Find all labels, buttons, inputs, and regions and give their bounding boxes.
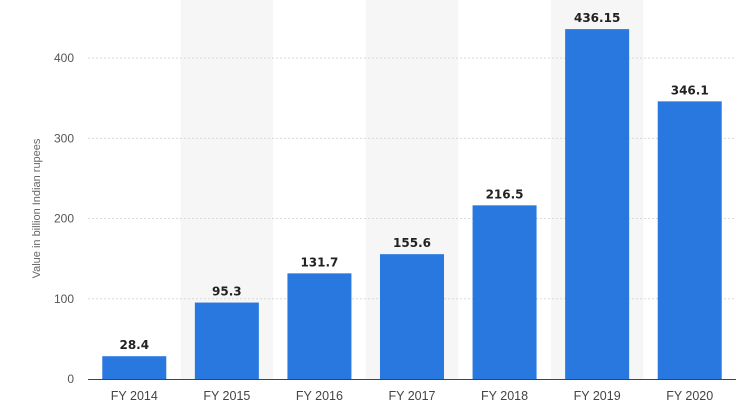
- value-label: 436.15: [574, 11, 620, 25]
- y-tick-label: 100: [54, 292, 74, 306]
- value-label: 155.6: [393, 236, 431, 250]
- x-tick-label: FY 2017: [388, 389, 435, 403]
- y-tick-label: 400: [54, 51, 74, 65]
- bar-fy-2015: [194, 302, 259, 379]
- y-axis-ticks: 0 100 200 300 400: [54, 51, 74, 386]
- bar-fy-2014: [102, 356, 167, 379]
- bar-fy-2019: [565, 29, 630, 379]
- x-axis-labels: FY 2014 FY 2015 FY 2016 FY 2017 FY 2018 FY 20…: [111, 389, 714, 403]
- value-label: 95.3: [212, 285, 242, 299]
- bars: [102, 29, 722, 379]
- x-tick-label: FY 2014: [111, 389, 158, 403]
- x-tick-label: FY 2019: [574, 389, 621, 403]
- y-tick-label: 300: [54, 131, 74, 145]
- bar-fy-2018: [472, 205, 537, 379]
- value-label: 131.7: [300, 255, 338, 269]
- y-tick-label: 0: [67, 372, 74, 386]
- value-labels: 28.4 95.3 131.7 155.6 216.5 436.15 346.1: [119, 11, 708, 352]
- value-label: 216.5: [486, 187, 524, 201]
- bar-fy-2020: [657, 101, 722, 379]
- bar-fy-2016: [287, 273, 352, 379]
- value-label: 28.4: [119, 338, 149, 352]
- x-tick-label: FY 2018: [481, 389, 528, 403]
- x-tick-label: FY 2016: [296, 389, 343, 403]
- x-tick-label: FY 2015: [203, 389, 250, 403]
- x-tick-label: FY 2020: [666, 389, 713, 403]
- bar-fy-2017: [380, 254, 444, 379]
- value-label: 346.1: [671, 83, 709, 97]
- y-axis-title: Value in billion Indian rupees: [31, 138, 43, 278]
- y-tick-label: 200: [54, 212, 74, 226]
